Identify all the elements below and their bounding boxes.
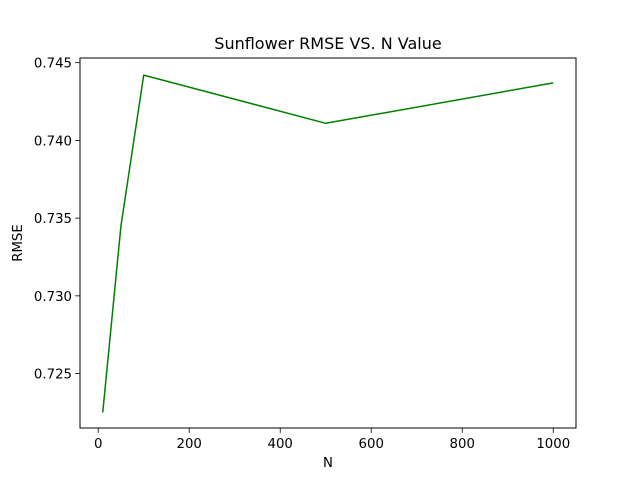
- y-axis-label: RMSE: [11, 224, 26, 262]
- x-axis: 0 200 400 600 800 1000: [94, 428, 570, 452]
- y-axis: 0.725 0.730 0.735 0.740 0.745: [34, 57, 80, 383]
- x-tick-label: 400: [268, 437, 293, 452]
- axes-frame: [79, 57, 577, 429]
- x-tick-label: 800: [450, 437, 475, 452]
- y-tick-label: 0.740: [34, 134, 72, 149]
- x-tick-label: 600: [359, 437, 384, 452]
- x-tick-label: 200: [177, 437, 202, 452]
- x-tick-label: 1000: [536, 437, 570, 452]
- chart-title: Sunflower RMSE VS. N Value: [214, 34, 441, 53]
- plot-area: [102, 74, 554, 413]
- y-tick-label: 0.730: [34, 290, 72, 305]
- y-tick-label: 0.735: [34, 212, 72, 227]
- series-line-0: [102, 74, 554, 413]
- y-tick-label: 0.745: [34, 57, 72, 72]
- y-tick-label: 0.725: [34, 368, 72, 383]
- x-axis-label: N: [323, 456, 333, 471]
- x-tick-label: 0: [94, 437, 102, 452]
